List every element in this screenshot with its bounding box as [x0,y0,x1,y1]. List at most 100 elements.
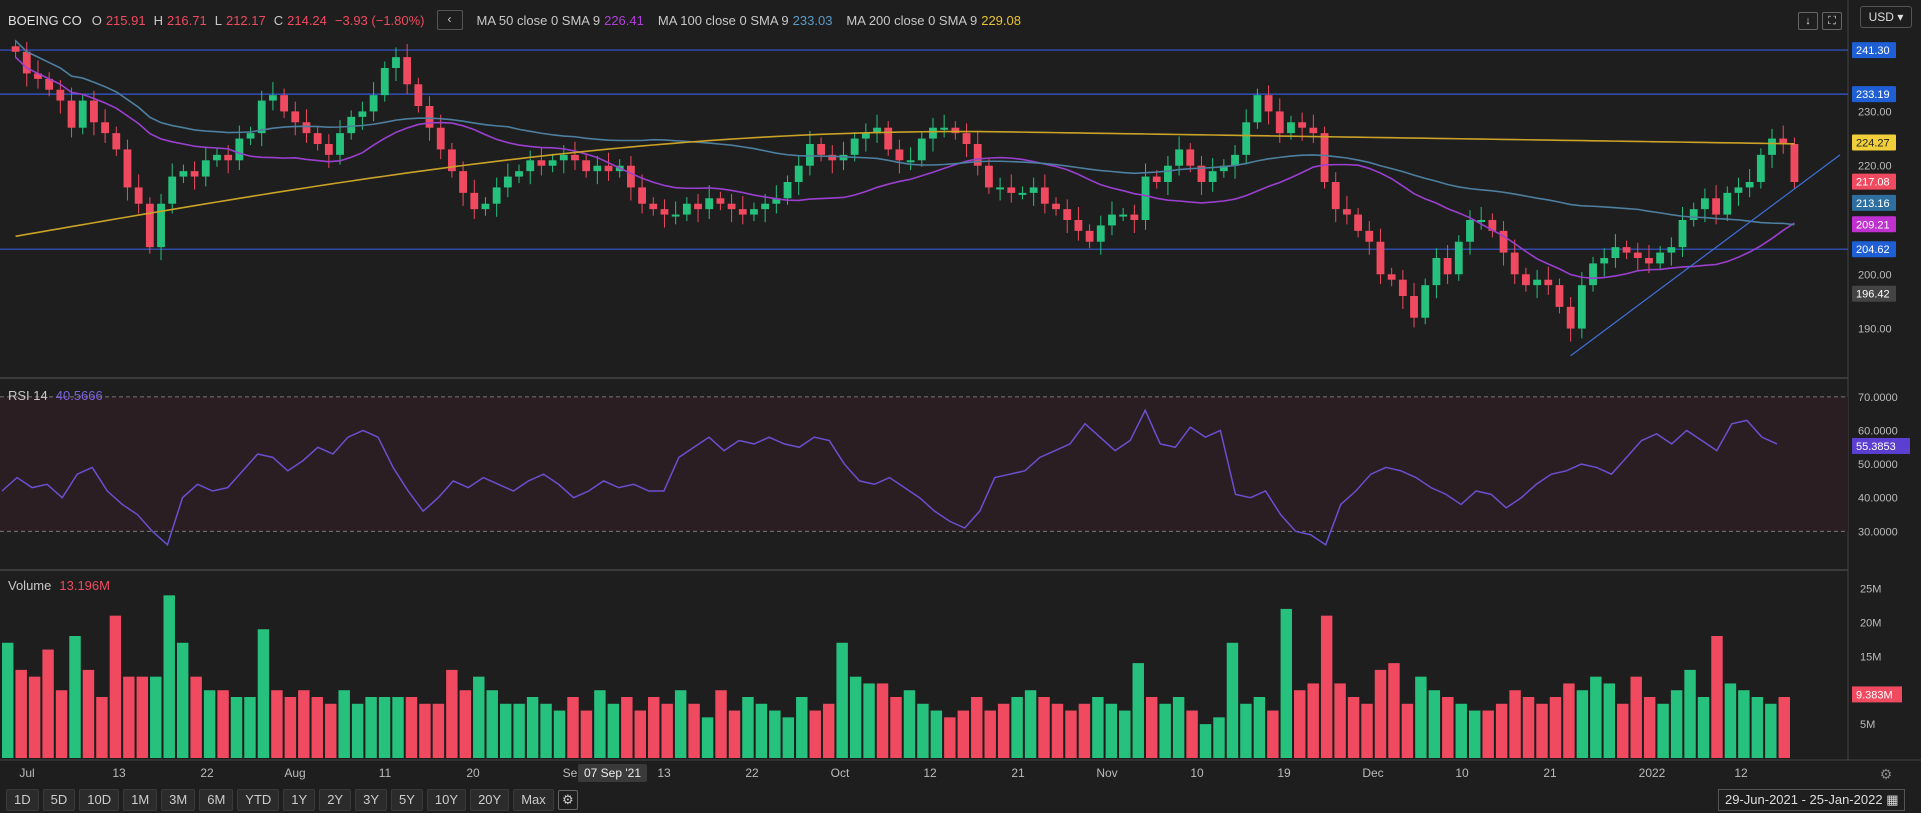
volume-tick-label: 5M [1860,719,1875,731]
volume-bar [890,697,902,758]
candle-body [1611,247,1620,258]
price-label: 217.08 [1856,177,1890,189]
volume-bar [930,710,943,758]
rsi-current-label: 55.3853 [1856,441,1896,453]
candle-body [414,84,423,106]
candle-body [1678,220,1687,248]
volume-bar [782,717,795,758]
volume-bar [1724,683,1737,758]
candle-body [1186,149,1195,166]
change-value: −3.93 (−1.80%) [334,12,425,28]
candle-body [302,122,311,134]
ma100-value: 233.03 [792,12,833,28]
range-button-1d[interactable]: 1D [6,789,39,811]
time-tick-label: 21 [1011,766,1025,780]
range-button-3m[interactable]: 3M [161,789,196,811]
volume-bar [1334,683,1346,758]
volume-bar [405,697,418,758]
candle-body [101,122,110,134]
range-button-max[interactable]: Max [513,789,554,811]
price-tick-label: 220.00 [1858,161,1892,173]
price-label: 224.27 [1856,138,1890,150]
candle-body [1689,209,1698,220]
candle-body [1231,154,1239,166]
range-button-1m[interactable]: 1M [123,789,158,811]
range-button-10y[interactable]: 10Y [426,789,467,811]
range-button-6m[interactable]: 6M [199,789,234,811]
axis-settings-icon[interactable]: ⚙ [1880,766,1893,782]
volume-bar [809,710,821,758]
ticker-name: BOEING CO [8,12,82,28]
volume-bar [1563,683,1575,758]
rsi-label: RSI 14 [8,388,48,403]
volume-bar [69,636,81,758]
time-tick-label: 12 [1734,766,1748,780]
price-panel[interactable]: BOEING CO O 215.91 H 216.71 L 212.17 C 214.2… [0,0,1848,378]
candles-group [11,39,1799,342]
volume-bar [567,697,579,758]
candle-body [123,149,132,188]
volume-bar [1159,703,1171,758]
candle-body [1365,230,1374,242]
candle-body [1477,220,1486,222]
volume-bar [1051,703,1064,758]
candle-body [649,203,658,210]
volume-bar [55,690,68,758]
volume-bar [392,697,404,758]
candle-body [1130,214,1139,220]
legend-back-button[interactable]: ‹ [436,10,463,30]
range-button-1y[interactable]: 1Y [283,789,316,811]
candle-body [593,165,602,172]
volume-bar [473,676,485,758]
candle-body [190,171,199,177]
date-range-picker[interactable]: 29-Jun-2021 - 25-Jan-2022 ▦ [1718,789,1906,811]
high-value: 216.71 [166,12,207,28]
range-button-5y[interactable]: 5Y [391,789,423,811]
volume-bar [1697,697,1710,758]
candle-body [805,144,814,166]
range-button-10d[interactable]: 10D [79,789,120,811]
candle-body [682,203,691,215]
candle-body [626,165,635,188]
volume-bar [1119,710,1131,758]
volume-bar [1172,697,1185,758]
candle-body [1633,252,1642,258]
volume-bar [136,676,149,758]
time-tick-label: 12 [923,766,937,780]
volume-bar [849,676,862,758]
volume-bar [109,615,122,758]
range-button-2y[interactable]: 2Y [319,789,352,811]
close-label: C [273,12,284,28]
volume-bar [553,710,566,758]
range-button-20y[interactable]: 20Y [470,789,510,811]
candle-body [850,138,859,155]
volume-bar [997,703,1010,758]
volume-bar [863,683,875,758]
download-icon[interactable]: ↓ [1798,12,1818,30]
ma200-value: 229.08 [981,12,1021,28]
volume-bar [917,703,929,758]
volume-bar [432,703,445,758]
volume-bar [1630,676,1642,758]
volume-bar [1549,697,1562,758]
volume-value: 13.196M [59,578,110,593]
fullscreen-icon[interactable]: ⛶ [1822,12,1842,30]
settings-gear-icon[interactable]: ⚙ [557,790,578,810]
volume-bar [123,676,135,758]
currency-select[interactable]: USD ▾ [1860,6,1912,28]
volume-bar [1267,710,1279,758]
candle-body [492,187,501,204]
range-button-5d[interactable]: 5D [42,789,76,811]
volume-bar [971,697,983,758]
range-button-3y[interactable]: 3Y [355,789,388,811]
calendar-icon[interactable]: ▦ [1886,792,1899,807]
time-tick-label: 21 [1543,766,1557,780]
range-button-ytd[interactable]: YTD [237,789,280,811]
candle-body [1622,247,1631,253]
volume-bar [1657,703,1669,758]
candle-body [1331,182,1340,210]
price-label-box [1852,86,1896,103]
price-label: 213.16 [1856,198,1890,210]
volume-bar [1670,690,1683,758]
